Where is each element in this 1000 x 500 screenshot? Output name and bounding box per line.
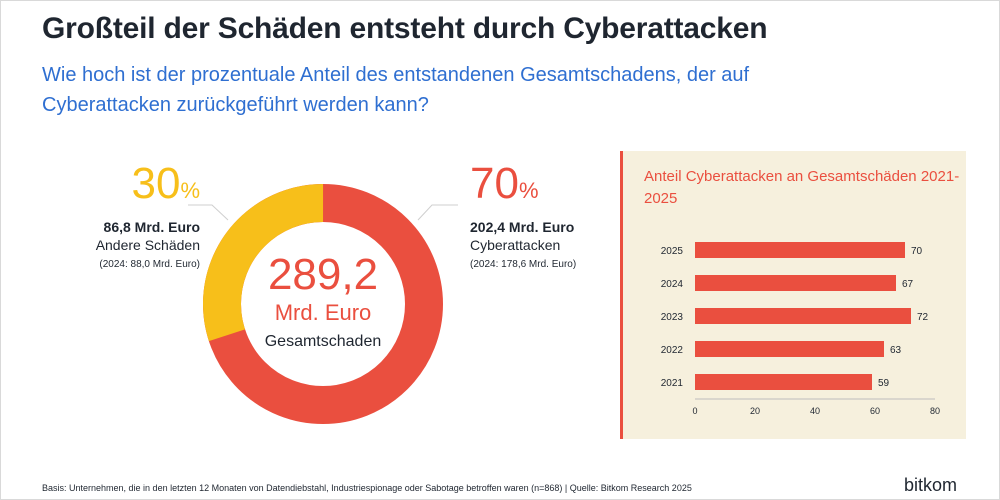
bar-category-label-2024: 2024 [661, 279, 684, 290]
donut-chart [203, 184, 443, 424]
x-tick-label-20: 20 [750, 406, 760, 416]
bar-value-label-2024: 67 [902, 279, 914, 290]
footnote: Basis: Unternehmen, die in den letzten 1… [42, 483, 692, 493]
x-tick-label-80: 80 [930, 406, 940, 416]
segment-andere-schaeden-label: Andere Schäden [95, 237, 200, 253]
bar-chart-title: Anteil Cyberattacken an Gesamtschäden 20… [644, 168, 960, 207]
leader-line-left [188, 204, 229, 221]
segment-cyberattacken-percent: 70% [470, 159, 539, 208]
x-tick-label-0: 0 [692, 406, 697, 416]
donut-center-value: 289,2 [267, 250, 379, 299]
segment-andere-schaeden: 30% 86,8 Mrd. Euro Andere Schäden (2024:… [30, 159, 200, 271]
segment-andere-schaeden-percent: 30% [131, 159, 200, 208]
segment-cyberattacken-label: Cyberattacken [470, 237, 561, 253]
bar-category-label-2023: 2023 [661, 312, 684, 323]
bar-2023 [695, 308, 911, 324]
segment-cyberattacken-previous: (2024: 178,6 Mrd. Euro) [470, 259, 577, 270]
leader-line-right [417, 204, 458, 221]
donut-center-unit: Mrd. Euro [274, 300, 372, 325]
bar-2024 [695, 275, 896, 291]
bar-value-label-2021: 59 [878, 378, 890, 389]
page-subtitle: Wie hoch ist der prozentuale Anteil des … [42, 64, 750, 116]
bar-2022 [695, 341, 884, 357]
bar-value-label-2025: 70 [911, 246, 923, 257]
bar-category-label-2025: 2025 [661, 246, 684, 257]
bar-value-label-2023: 72 [917, 312, 929, 323]
x-tick-label-60: 60 [870, 406, 880, 416]
segment-cyberattacken: 70% 202,4 Mrd. Euro Cyberattacken (2024:… [470, 159, 640, 271]
segment-cyberattacken-amount: 202,4 Mrd. Euro [470, 219, 575, 235]
bar-chart-panel [620, 151, 966, 439]
donut-center-label: Gesamtschaden [264, 333, 382, 350]
page-title: Großteil der Schäden entsteht durch Cybe… [42, 12, 768, 45]
bar-2021 [695, 374, 872, 390]
bar-chart: 2025 70 2024 67 2023 72 2022 63 2021 59 0 20 40 60 80 [661, 242, 940, 416]
bar-value-label-2022: 63 [890, 345, 902, 356]
bar-category-label-2021: 2021 [661, 378, 684, 389]
segment-andere-schaeden-previous: (2024: 88,0 Mrd. Euro) [99, 259, 200, 270]
x-tick-label-40: 40 [810, 406, 820, 416]
bar-2025 [695, 242, 905, 258]
bar-category-label-2022: 2022 [661, 345, 684, 356]
segment-andere-schaeden-amount: 86,8 Mrd. Euro [103, 219, 200, 235]
bitkom-logo: bitkom [904, 475, 958, 495]
